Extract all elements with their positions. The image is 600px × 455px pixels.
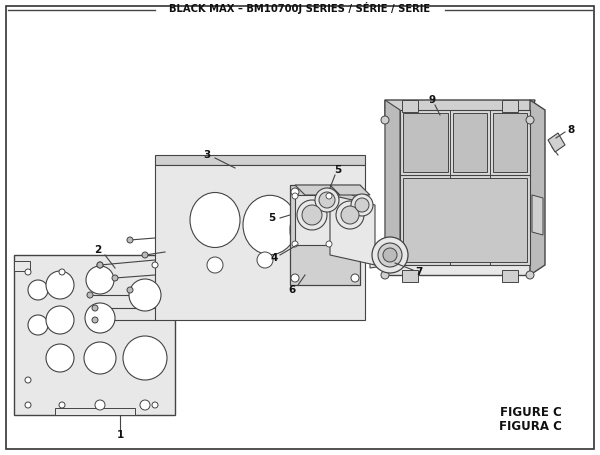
Circle shape [87,292,93,298]
Circle shape [25,402,31,408]
Circle shape [97,262,103,268]
Circle shape [336,201,364,229]
Polygon shape [330,185,370,195]
Text: 9: 9 [428,95,436,105]
Circle shape [292,241,298,247]
Text: 1: 1 [116,430,124,440]
Circle shape [142,252,148,258]
Circle shape [302,205,322,225]
Circle shape [123,336,167,380]
Circle shape [92,317,98,323]
Circle shape [302,257,318,273]
Polygon shape [14,255,175,415]
Polygon shape [290,185,360,285]
Circle shape [315,188,339,212]
Circle shape [46,271,74,299]
Polygon shape [532,195,543,235]
Circle shape [383,248,397,262]
Circle shape [372,237,408,273]
Circle shape [46,344,74,372]
Circle shape [257,252,273,268]
Circle shape [526,271,534,279]
Circle shape [112,275,118,281]
Circle shape [378,243,402,267]
Text: FIGURE C: FIGURE C [500,406,562,420]
Circle shape [297,200,327,230]
Circle shape [127,287,133,293]
Circle shape [351,274,359,282]
Polygon shape [493,113,527,172]
Text: 2: 2 [94,245,101,255]
Polygon shape [330,195,375,265]
Polygon shape [295,195,330,245]
Polygon shape [14,261,30,271]
Polygon shape [402,270,418,282]
Polygon shape [402,100,418,112]
Text: 7: 7 [415,267,422,277]
Polygon shape [502,100,518,112]
Circle shape [292,193,298,199]
Text: FIGURA C: FIGURA C [499,420,562,434]
Circle shape [84,342,116,374]
Polygon shape [400,110,530,265]
Circle shape [207,257,223,273]
Circle shape [28,315,48,335]
Text: 4: 4 [271,253,278,263]
Circle shape [326,241,332,247]
Polygon shape [55,408,135,415]
Polygon shape [295,185,340,195]
Circle shape [46,306,74,334]
Circle shape [351,188,359,196]
Circle shape [319,192,335,208]
Circle shape [341,206,359,224]
Text: 3: 3 [203,150,211,160]
Circle shape [97,402,103,408]
Circle shape [95,400,105,410]
Circle shape [25,377,31,383]
Circle shape [129,279,161,311]
Polygon shape [155,165,365,320]
Polygon shape [502,270,518,282]
Ellipse shape [190,192,240,248]
Circle shape [291,188,299,196]
Polygon shape [385,100,535,120]
Polygon shape [370,245,390,268]
Circle shape [291,274,299,282]
Text: BLACK MAX – BM10700J SERIES / SÉRIE / SERIE: BLACK MAX – BM10700J SERIES / SÉRIE / SE… [169,2,431,14]
Text: 8: 8 [568,125,575,135]
Circle shape [92,305,98,311]
Circle shape [326,193,332,199]
Circle shape [28,280,48,300]
Polygon shape [403,113,448,172]
Polygon shape [155,155,365,165]
Polygon shape [155,255,175,268]
Circle shape [526,116,534,124]
Circle shape [355,198,369,212]
Circle shape [59,269,65,275]
Polygon shape [548,133,565,152]
Text: 6: 6 [289,285,296,295]
Polygon shape [385,100,400,275]
Polygon shape [403,178,527,262]
Polygon shape [530,100,545,275]
Text: 5: 5 [334,165,341,175]
Text: 5: 5 [268,213,275,223]
Circle shape [25,269,31,275]
Circle shape [127,237,133,243]
Circle shape [86,266,114,294]
Circle shape [85,303,115,333]
Polygon shape [453,113,487,172]
Circle shape [152,262,158,268]
Circle shape [381,271,389,279]
Ellipse shape [243,195,297,255]
Circle shape [381,116,389,124]
Circle shape [140,400,150,410]
Circle shape [59,402,65,408]
Polygon shape [385,120,530,275]
Circle shape [351,194,373,216]
Circle shape [152,402,158,408]
Ellipse shape [290,197,350,263]
Circle shape [97,262,103,268]
